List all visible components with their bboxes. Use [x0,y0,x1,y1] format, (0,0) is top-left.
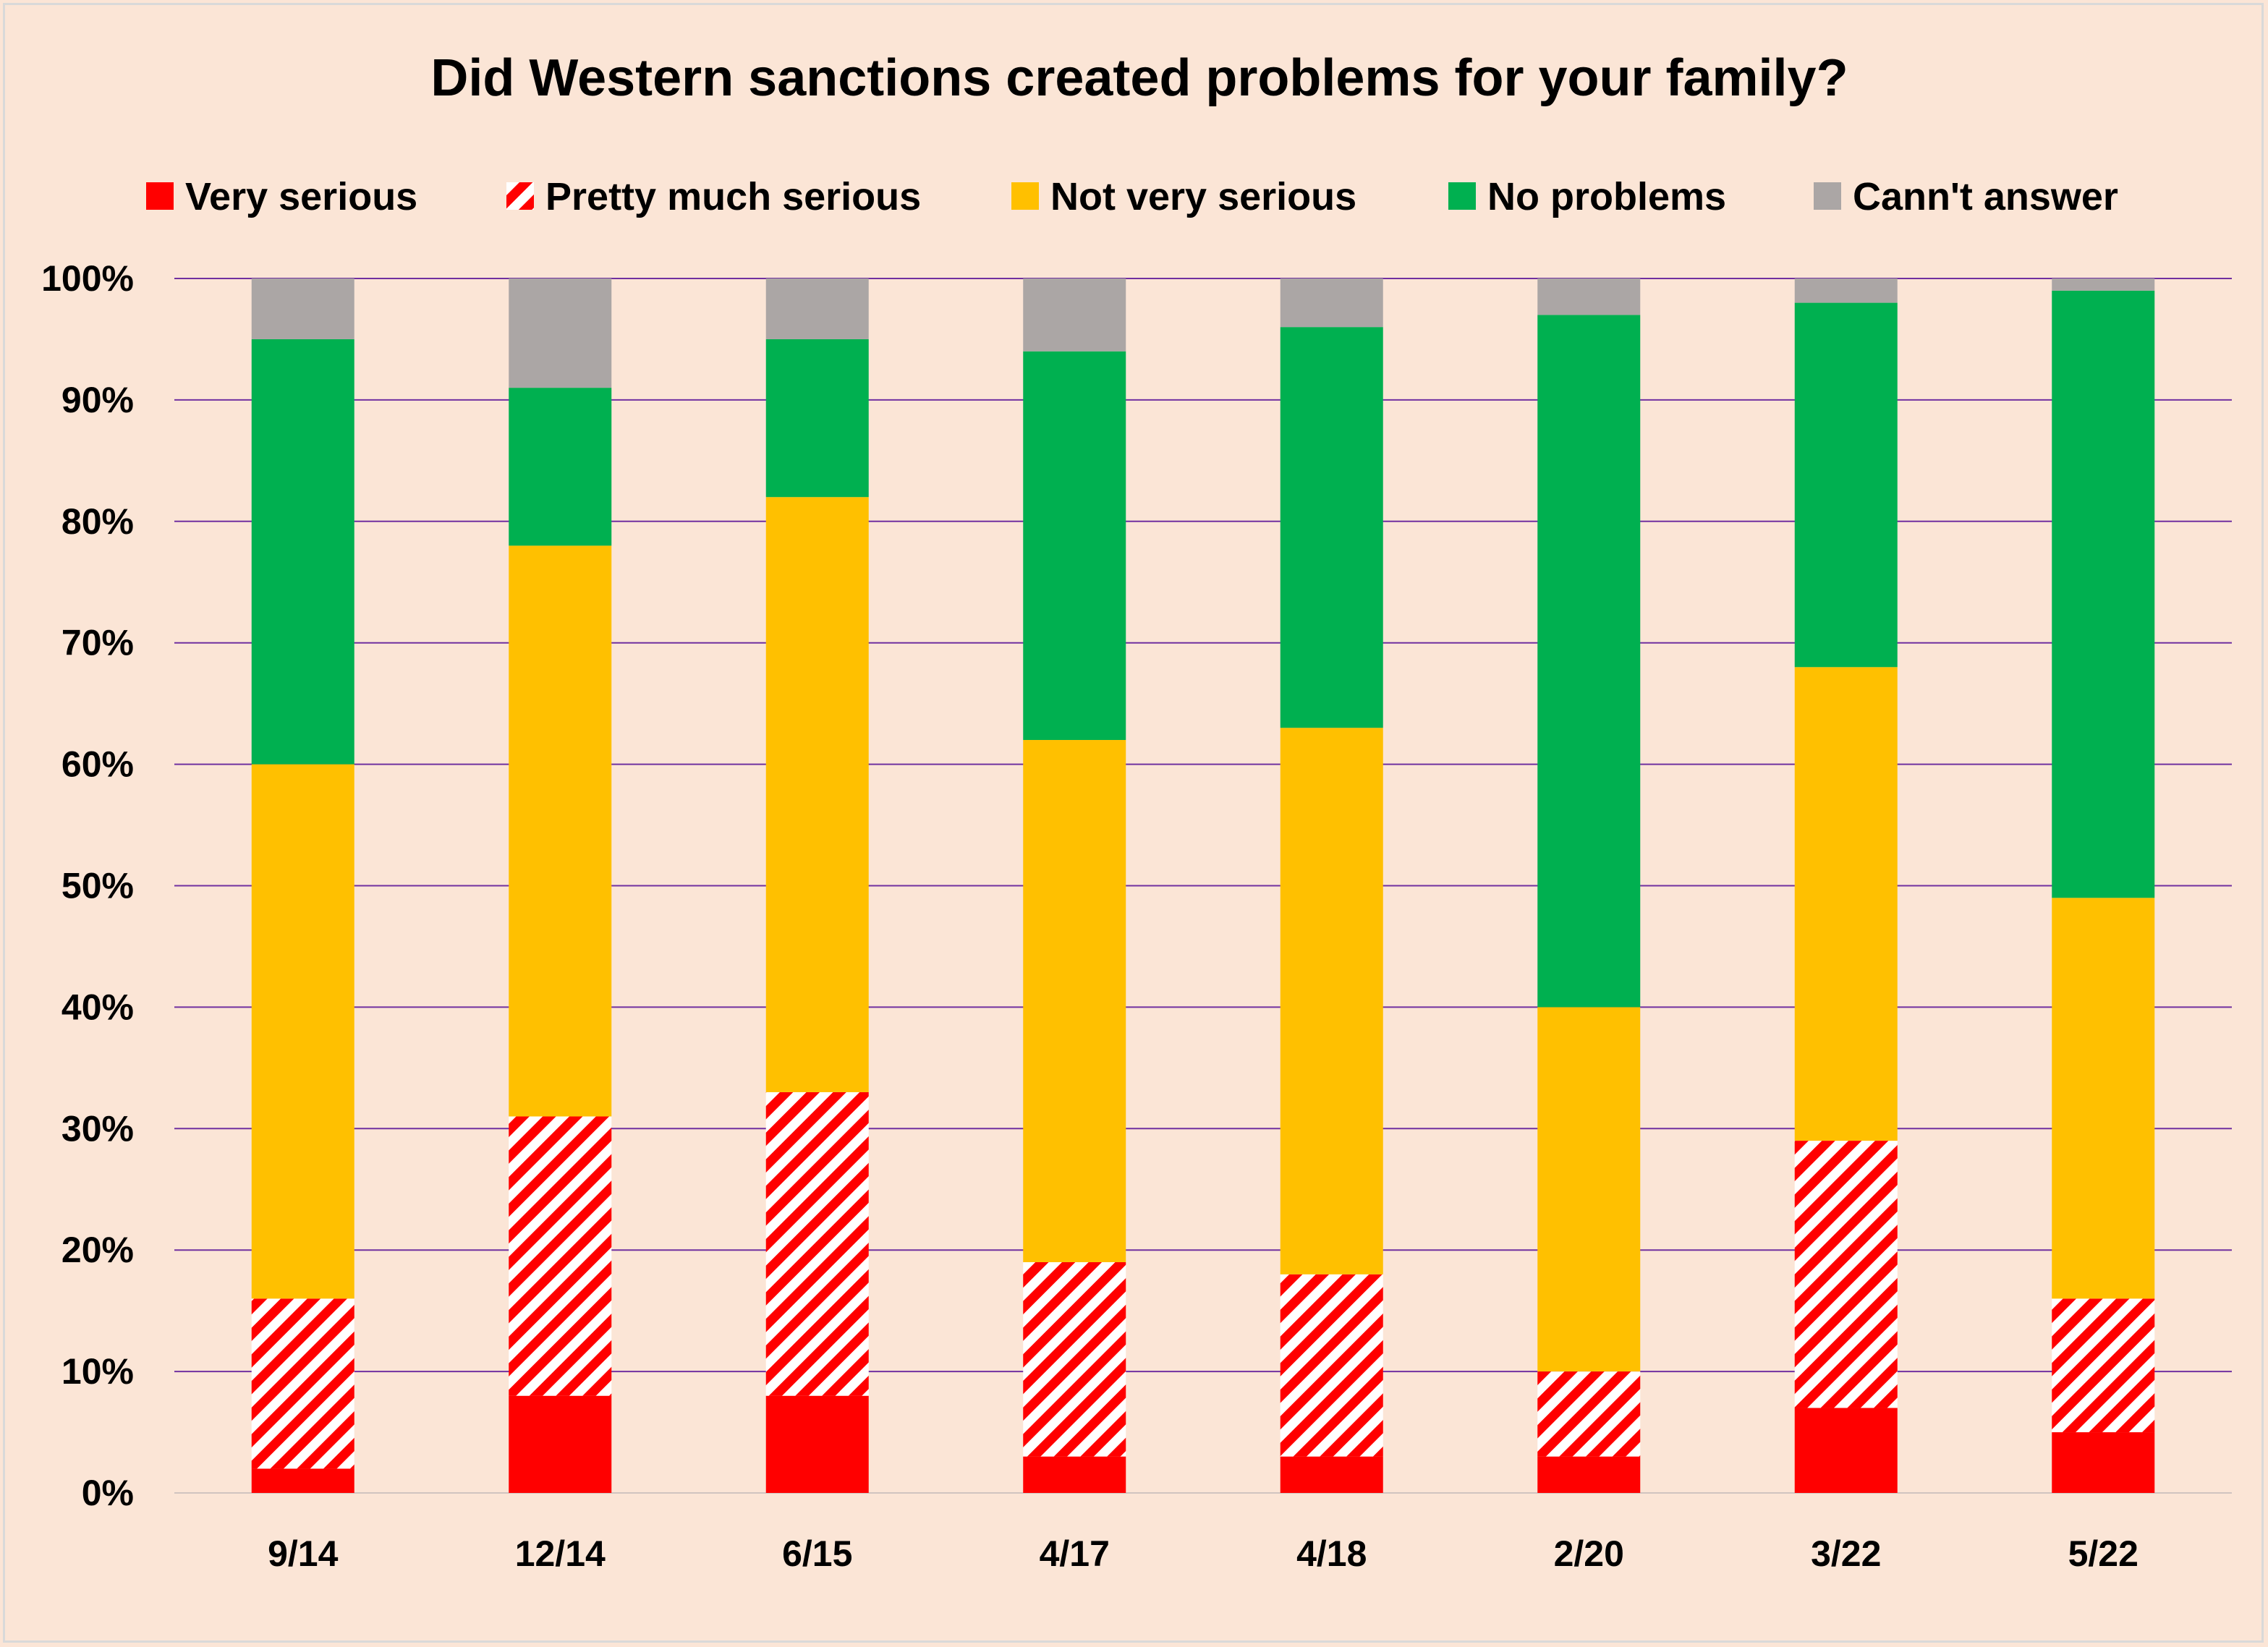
bar-segment-very-serious [2052,1432,2155,1493]
bar-segment-cann-t-answer [1794,278,1898,303]
y-tick-label: 50% [61,866,134,906]
bar-segment-not-very-serious [1794,667,1898,1141]
bar-segment-pretty-much-serious [1794,1141,1898,1408]
bar-segment-no-problems [251,339,354,765]
bar-segment-very-serious [1794,1408,1898,1493]
bar-segment-pretty-much-serious [251,1298,354,1469]
y-tick-label: 20% [61,1230,134,1270]
bar-segment-pretty-much-serious [1537,1371,1641,1457]
y-tick-label: 100% [41,258,134,299]
legend-swatch-pretty-much-serious [506,182,534,210]
bars [251,278,2155,1493]
bar-segment-cann-t-answer [1280,278,1383,328]
bar-segment-cann-t-answer [1023,278,1126,352]
legend-label-cann-t-answer: Cann't answer [1853,175,2118,218]
bar-segment-not-very-serious [509,545,612,1117]
bar-segment-pretty-much-serious [1023,1261,1126,1457]
y-tick-label: 60% [61,744,134,785]
x-tick-label: 4/17 [1040,1533,1110,1574]
bar-segment-not-very-serious [1280,728,1383,1274]
x-tick-label: 9/14 [268,1533,339,1574]
bar-segment-no-problems [2052,290,2155,898]
bar-segment-very-serious [1280,1456,1383,1493]
bar-segment-pretty-much-serious [1280,1274,1383,1457]
y-tick-label: 0% [82,1473,134,1513]
bar-segment-not-very-serious [1537,1007,1641,1372]
bar-segment-no-problems [509,388,612,546]
bar-segment-cann-t-answer [1537,278,1641,315]
y-tick-label: 40% [61,987,134,1027]
bar-segment-cann-t-answer [765,278,869,339]
y-tick-label: 70% [61,623,134,663]
legend-label-pretty-much-serious: Pretty much serious [545,175,921,218]
legend-swatch-not-very-serious [1011,182,1039,210]
legend-label-not-very-serious: Not very serious [1050,175,1356,218]
bar-segment-not-very-serious [765,497,869,1092]
legend-swatch-cann-t-answer [1814,182,1841,210]
y-axis: 0% 10% 20% 30% 40% 50% 60% 70% 80% 90% 100% [41,258,134,1513]
legend-label-very-serious: Very serious [185,175,417,218]
y-tick-label: 90% [61,380,134,420]
bar-segment-very-serious [1537,1456,1641,1493]
bar-segment-pretty-much-serious [765,1091,869,1396]
x-tick-label: 6/15 [782,1533,852,1574]
bar-segment-not-very-serious [251,764,354,1299]
bar-segment-no-problems [1537,315,1641,1008]
bar-segment-pretty-much-serious [509,1116,612,1396]
y-tick-label: 80% [61,501,134,542]
bar-segment-cann-t-answer [509,278,612,388]
bar-segment-very-serious [251,1468,354,1493]
bar-segment-pretty-much-serious [2052,1298,2155,1433]
bar-segment-no-problems [765,339,869,498]
chart-container: Did Western sanctions created problems f… [3,3,2264,1643]
bar-segment-cann-t-answer [2052,278,2155,291]
bar-segment-no-problems [1794,302,1898,668]
x-tick-label: 12/14 [515,1533,606,1574]
stacked-bar-chart: Did Western sanctions created problems f… [41,49,2232,1574]
bar-segment-very-serious [765,1395,869,1493]
x-tick-label: 2/20 [1554,1533,1624,1574]
bar-segment-no-problems [1023,351,1126,741]
x-tick-label: 3/22 [1811,1533,1881,1574]
y-tick-label: 10% [61,1351,134,1392]
x-tick-label: 4/18 [1296,1533,1367,1574]
bar-segment-very-serious [1023,1456,1126,1493]
legend: Very serious Pretty much serious Not very … [146,175,2118,218]
legend-swatch-no-problems [1448,182,1476,210]
y-tick-label: 30% [61,1108,134,1149]
bar-segment-not-very-serious [1023,740,1126,1262]
bar-segment-cann-t-answer [251,278,354,339]
bar-segment-no-problems [1280,327,1383,728]
bar-segment-very-serious [509,1395,612,1493]
x-axis: 9/14 12/14 6/15 4/17 4/18 2/20 3/22 5/22 [268,1533,2139,1574]
bar-segment-not-very-serious [2052,898,2155,1299]
chart-title: Did Western sanctions created problems f… [430,49,1848,107]
gridlines [174,278,2232,1494]
legend-swatch-very-serious [146,182,174,210]
legend-label-no-problems: No problems [1487,175,1726,218]
x-tick-label: 5/22 [2068,1533,2139,1574]
